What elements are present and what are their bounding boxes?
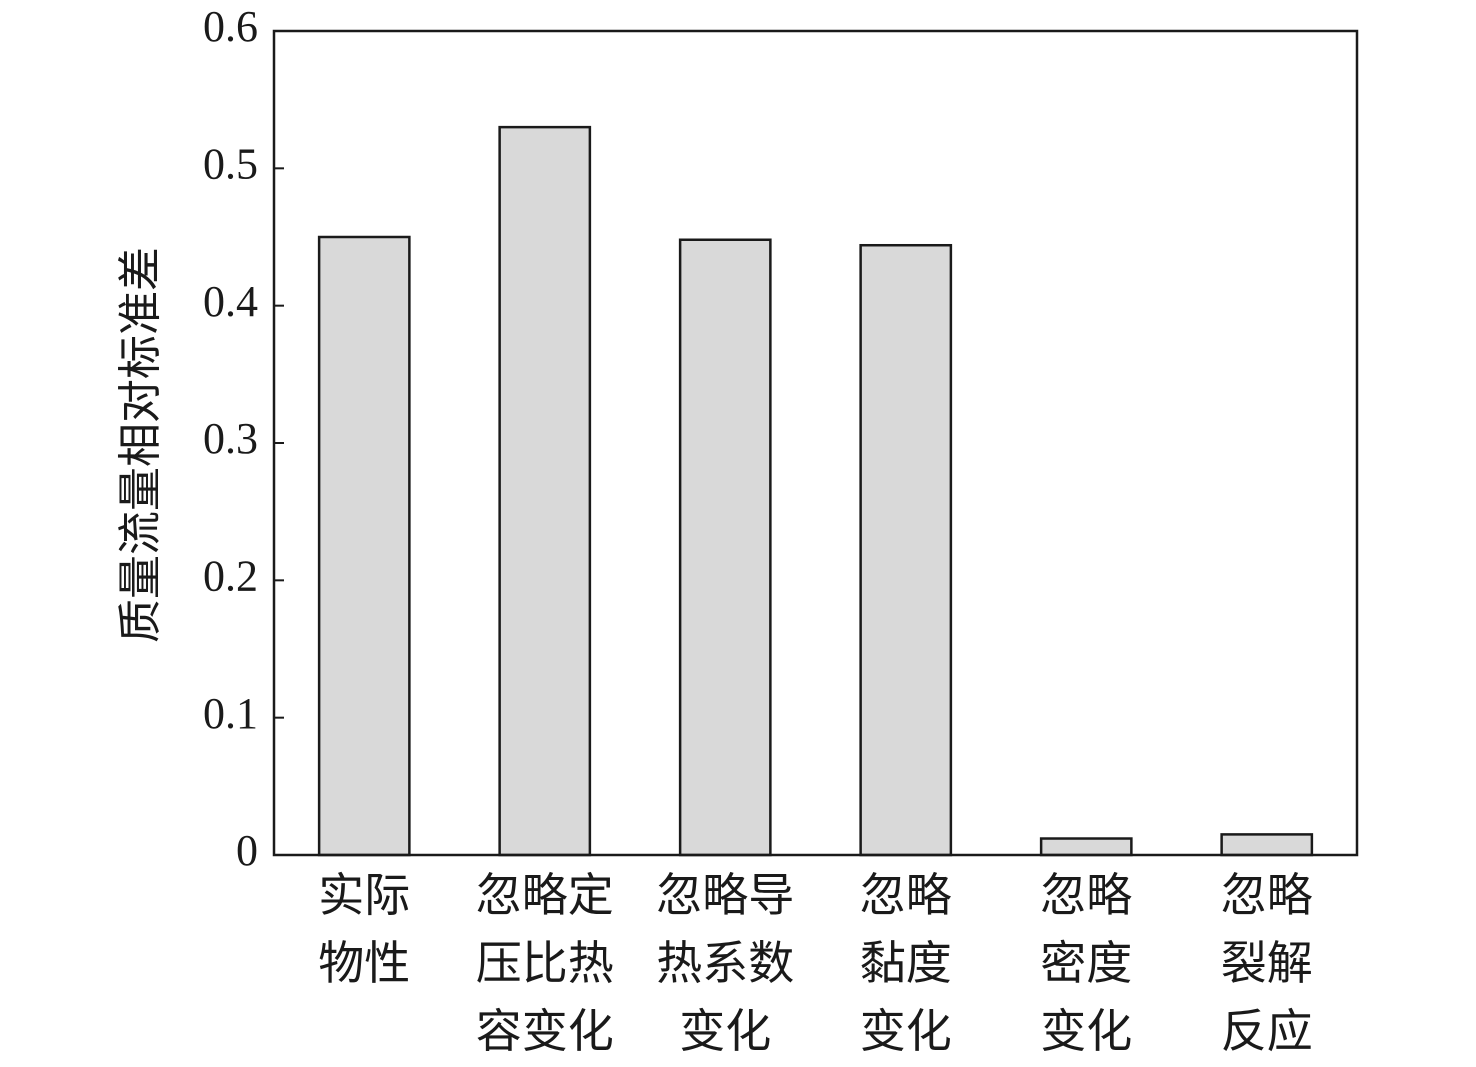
plot-frame <box>272 29 1359 857</box>
bar <box>859 243 953 857</box>
x-tick-label: 忽略 密度 变化 <box>1040 870 1133 1057</box>
y-tick-label: 0 <box>236 826 258 875</box>
x-tick-label: 忽略 裂解 反应 <box>1220 870 1313 1057</box>
y-tick-label: 0.4 <box>203 277 258 326</box>
bar <box>498 125 592 857</box>
y-tick-label: 0.2 <box>203 551 258 600</box>
x-tick-label: 实际 物性 <box>318 870 411 989</box>
y-tick-label: 0.1 <box>203 689 258 738</box>
y-tick-label: 0.5 <box>203 139 258 188</box>
x-tick-label: 忽略导 热系数 变化 <box>656 870 795 1057</box>
bar <box>1220 833 1314 857</box>
bar <box>1039 837 1133 857</box>
y-tick-label: 0.3 <box>203 414 258 463</box>
bar <box>678 238 772 857</box>
y-axis-label: 质量流量相对标准差 <box>116 247 165 643</box>
bar <box>317 235 411 857</box>
x-tick-label: 忽略 黏度 变化 <box>859 870 952 1057</box>
y-tick-label: 0.6 <box>203 2 258 51</box>
x-tick-label: 忽略定 压比热 容变化 <box>475 870 614 1057</box>
